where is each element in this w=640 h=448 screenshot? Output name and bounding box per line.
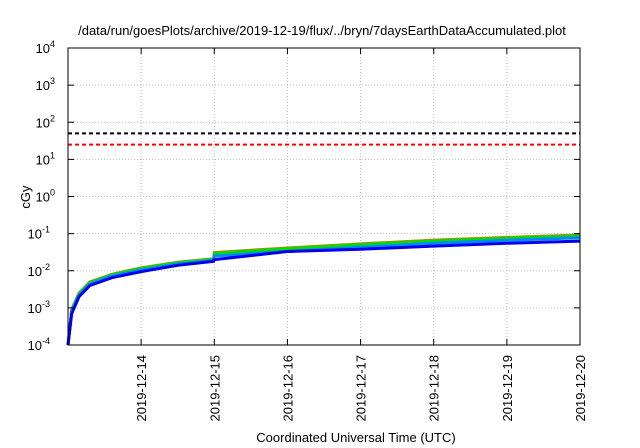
y-tick-exponent: -1 (42, 225, 50, 235)
x-axis-label: Coordinated Universal Time (UTC) (256, 430, 455, 445)
y-tick-exponent: 1 (50, 150, 55, 160)
series-line (66, 234, 581, 346)
plot-frame (67, 47, 581, 346)
y-tick-base: 10 (28, 227, 42, 242)
x-tick-label: 2019-12-15 (207, 355, 222, 422)
y-tick-exponent: -2 (42, 262, 50, 272)
series-line (66, 236, 581, 346)
y-tick-base: 10 (28, 264, 42, 279)
y-axis-label: cGy (18, 185, 33, 209)
y-tick-label: 10-1 (28, 225, 50, 242)
y-tick-label: 103 (36, 76, 55, 93)
y-tick-label: 102 (36, 113, 55, 130)
y-tick-exponent: -3 (42, 299, 50, 309)
y-tick-label: 10-2 (28, 262, 50, 279)
y-tick-exponent: 0 (50, 188, 55, 198)
y-tick-exponent: 4 (50, 39, 55, 49)
y-tick-base: 10 (28, 301, 42, 316)
y-tick-base: 10 (36, 190, 50, 205)
x-tick-label: 2019-12-18 (427, 355, 442, 422)
y-tick-base: 10 (36, 152, 50, 167)
x-tick-label: 2019-12-17 (354, 355, 369, 422)
y-tick-exponent: -4 (42, 336, 50, 346)
x-tick-label: 2019-12-14 (134, 355, 149, 422)
y-tick-label: 104 (36, 39, 55, 56)
y-tick-base: 10 (36, 78, 50, 93)
x-tick-label: 2019-12-20 (573, 355, 588, 422)
y-tick-label: 10-4 (28, 336, 50, 353)
y-tick-base: 10 (36, 41, 50, 56)
y-tick-exponent: 3 (50, 76, 55, 86)
y-tick-exponent: 2 (50, 113, 55, 123)
y-tick-label: 10-3 (28, 299, 50, 316)
y-tick-label: 101 (36, 150, 55, 167)
y-tick-base: 10 (36, 115, 50, 130)
y-tick-base: 10 (28, 338, 42, 353)
series-line (66, 239, 581, 346)
x-tick-label: 2019-12-19 (500, 355, 515, 422)
chart-title: /data/run/goesPlots/archive/2019-12-19/f… (78, 23, 566, 38)
y-tick-label: 100 (36, 188, 55, 205)
x-tick-label: 2019-12-16 (280, 355, 295, 422)
